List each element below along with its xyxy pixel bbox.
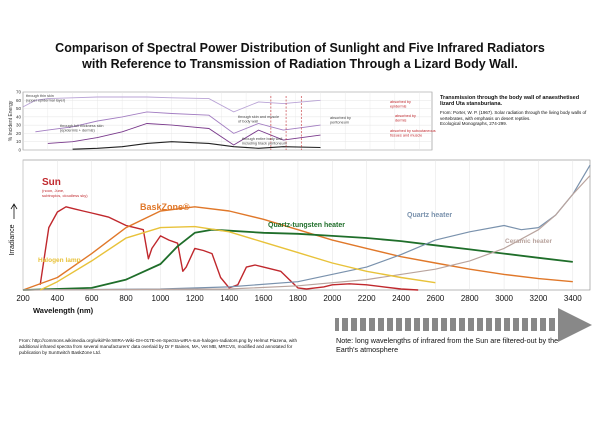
transmission-note-ref1: From: Porter, W. P. (1967). Solar radiat… — [440, 110, 587, 121]
transmission-annotation: including black peritoneum — [242, 142, 287, 146]
transmission-series-line — [35, 111, 321, 134]
transmission-ytick-label: 20 — [16, 131, 22, 136]
atmosphere-arrow — [335, 308, 592, 342]
x-tick-label: 2000 — [323, 294, 341, 303]
series-label: Quartz-tungsten heater — [268, 222, 345, 229]
transmission-ytick-label: 40 — [16, 114, 22, 119]
series-label: Quartz heater — [407, 212, 452, 219]
transmission-annotation: (upper epidermal layer) — [26, 99, 66, 103]
transmission-ylabel: % Incident Energy — [8, 100, 14, 141]
x-tick-label: 200 — [16, 294, 30, 303]
transmission-ytick-label: 30 — [16, 123, 22, 128]
atmosphere-arrow-head — [558, 308, 592, 342]
x-tick-label: 1600 — [255, 294, 273, 303]
transmission-note-ref2: Ecological Monographs, 274-299. — [440, 121, 508, 127]
series-line-quartz-tungsten-heater — [22, 228, 573, 291]
series-line-sun — [39, 206, 419, 291]
y-axis-arrow — [10, 203, 18, 219]
x-tick-label: 1400 — [220, 294, 238, 303]
transmission-annotation: absorbed by subcutaneous — [390, 129, 436, 133]
x-tick-label: 1200 — [186, 294, 204, 303]
x-tick-label: 1000 — [152, 294, 170, 303]
series-label: Sun — [42, 177, 61, 188]
transmission-plot-frame — [22, 91, 433, 151]
y-axis-label: Irradiance — [9, 224, 16, 255]
transmission-ytick-label: 0 — [18, 148, 21, 153]
x-tick-label: 1800 — [289, 294, 307, 303]
transmission-ytick-label: 60 — [16, 98, 22, 103]
transmission-note-heading: Transmission through the body wall of an… — [440, 95, 580, 107]
x-tick-label: 2200 — [358, 294, 376, 303]
x-tick-label: 2600 — [426, 294, 444, 303]
chart-title: Comparison of Spectral Power Distributio… — [0, 40, 600, 72]
x-tick-label: 3400 — [564, 294, 582, 303]
x-tick-label: 3200 — [530, 294, 548, 303]
transmission-annotation: through thin skin — [26, 94, 54, 98]
series-line-ceramic-heater — [22, 175, 591, 291]
transmission-annotation: dermis — [395, 119, 406, 123]
transmission-series-line — [22, 96, 321, 113]
transmission-ytick-label: 10 — [16, 139, 22, 144]
title-line-2: with Reference to Transmission of Radiat… — [82, 57, 518, 71]
x-tick-label: 3000 — [495, 294, 513, 303]
series-label: Ceramic heater — [505, 238, 552, 245]
series-label: Halogen lamp — [38, 257, 81, 264]
x-tick-label: 400 — [51, 294, 65, 303]
transmission-series-line — [72, 141, 321, 150]
sun-note-line: subtropics, cloudless sky) — [42, 193, 88, 198]
transmission-annotation: absorbed by — [395, 114, 416, 118]
transmission-series-line — [47, 123, 321, 146]
transmission-ytick-label: 50 — [16, 106, 22, 111]
x-tick-label: 600 — [85, 294, 99, 303]
sun-note-line: (noon, June, — [42, 188, 64, 193]
transmission-annotation: through skin and muscle — [238, 115, 279, 119]
transmission-annotation: (epidermis + dermis) — [60, 129, 95, 133]
x-tick-label: 800 — [119, 294, 133, 303]
atmosphere-arrow-body — [335, 318, 560, 331]
x-axis-label: Wavelength (nm) — [33, 306, 94, 315]
transmission-note: Transmission through the body wall of an… — [440, 95, 590, 127]
transmission-annotation: epidermis — [390, 105, 407, 109]
source-text: From: http://commons.wikimedia.org/wiki/… — [19, 338, 298, 355]
irradiance-plot-frame — [22, 159, 591, 291]
transmission-annotation: through full thickness skin — [60, 124, 103, 128]
transmission-annotation: absorbed by — [390, 100, 411, 104]
title-line-1: Comparison of Spectral Power Distributio… — [55, 41, 545, 55]
atmosphere-note: Note: long wavelengths of infrared from … — [336, 336, 559, 354]
transmission-annotation: peritoneum — [330, 121, 349, 125]
transmission-annotation: through entire body wall — [242, 137, 282, 141]
series-label: BaskZone® — [140, 202, 190, 212]
transmission-annotation: absorbed by — [330, 116, 351, 120]
transmission-annotation: of body wall — [238, 120, 258, 124]
transmission-ytick-label: 70 — [16, 90, 22, 95]
series-line-halogen-lamp — [39, 225, 436, 291]
x-tick-label: 2800 — [461, 294, 479, 303]
series-line-baskzone- — [22, 206, 573, 291]
transmission-annotation: tissues and muscle — [390, 134, 422, 138]
x-tick-label: 2400 — [392, 294, 410, 303]
